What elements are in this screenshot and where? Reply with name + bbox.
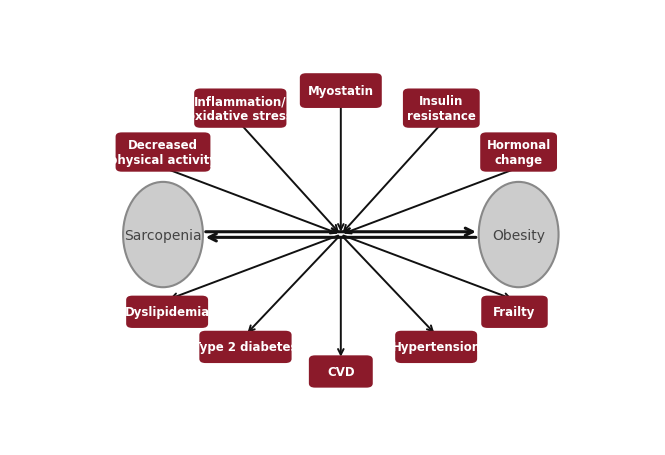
Text: Insulin
resistance: Insulin resistance — [407, 95, 475, 123]
FancyBboxPatch shape — [300, 74, 382, 109]
Text: Sarcopenia: Sarcopenia — [124, 228, 201, 242]
FancyBboxPatch shape — [395, 331, 477, 363]
Text: CVD: CVD — [327, 365, 354, 378]
Text: Type 2 diabetes: Type 2 diabetes — [194, 341, 298, 354]
Text: Hypertension: Hypertension — [392, 341, 481, 354]
FancyBboxPatch shape — [481, 296, 548, 328]
FancyBboxPatch shape — [200, 331, 291, 363]
Text: Myostatin: Myostatin — [308, 85, 374, 98]
Text: Frailty: Frailty — [493, 306, 536, 318]
Text: Dyslipidemia: Dyslipidemia — [124, 306, 209, 318]
Text: Inflammation/
oxidative stress: Inflammation/ oxidative stress — [188, 95, 293, 123]
FancyBboxPatch shape — [116, 133, 210, 172]
Text: Decreased
physical activity: Decreased physical activity — [109, 139, 217, 167]
FancyBboxPatch shape — [403, 89, 479, 128]
Text: Hormonal
change: Hormonal change — [487, 139, 551, 167]
Ellipse shape — [123, 182, 203, 288]
FancyBboxPatch shape — [126, 296, 208, 328]
FancyBboxPatch shape — [480, 133, 557, 172]
FancyBboxPatch shape — [194, 89, 287, 128]
Ellipse shape — [479, 182, 559, 288]
Text: Obesity: Obesity — [492, 228, 545, 242]
FancyBboxPatch shape — [309, 355, 373, 388]
